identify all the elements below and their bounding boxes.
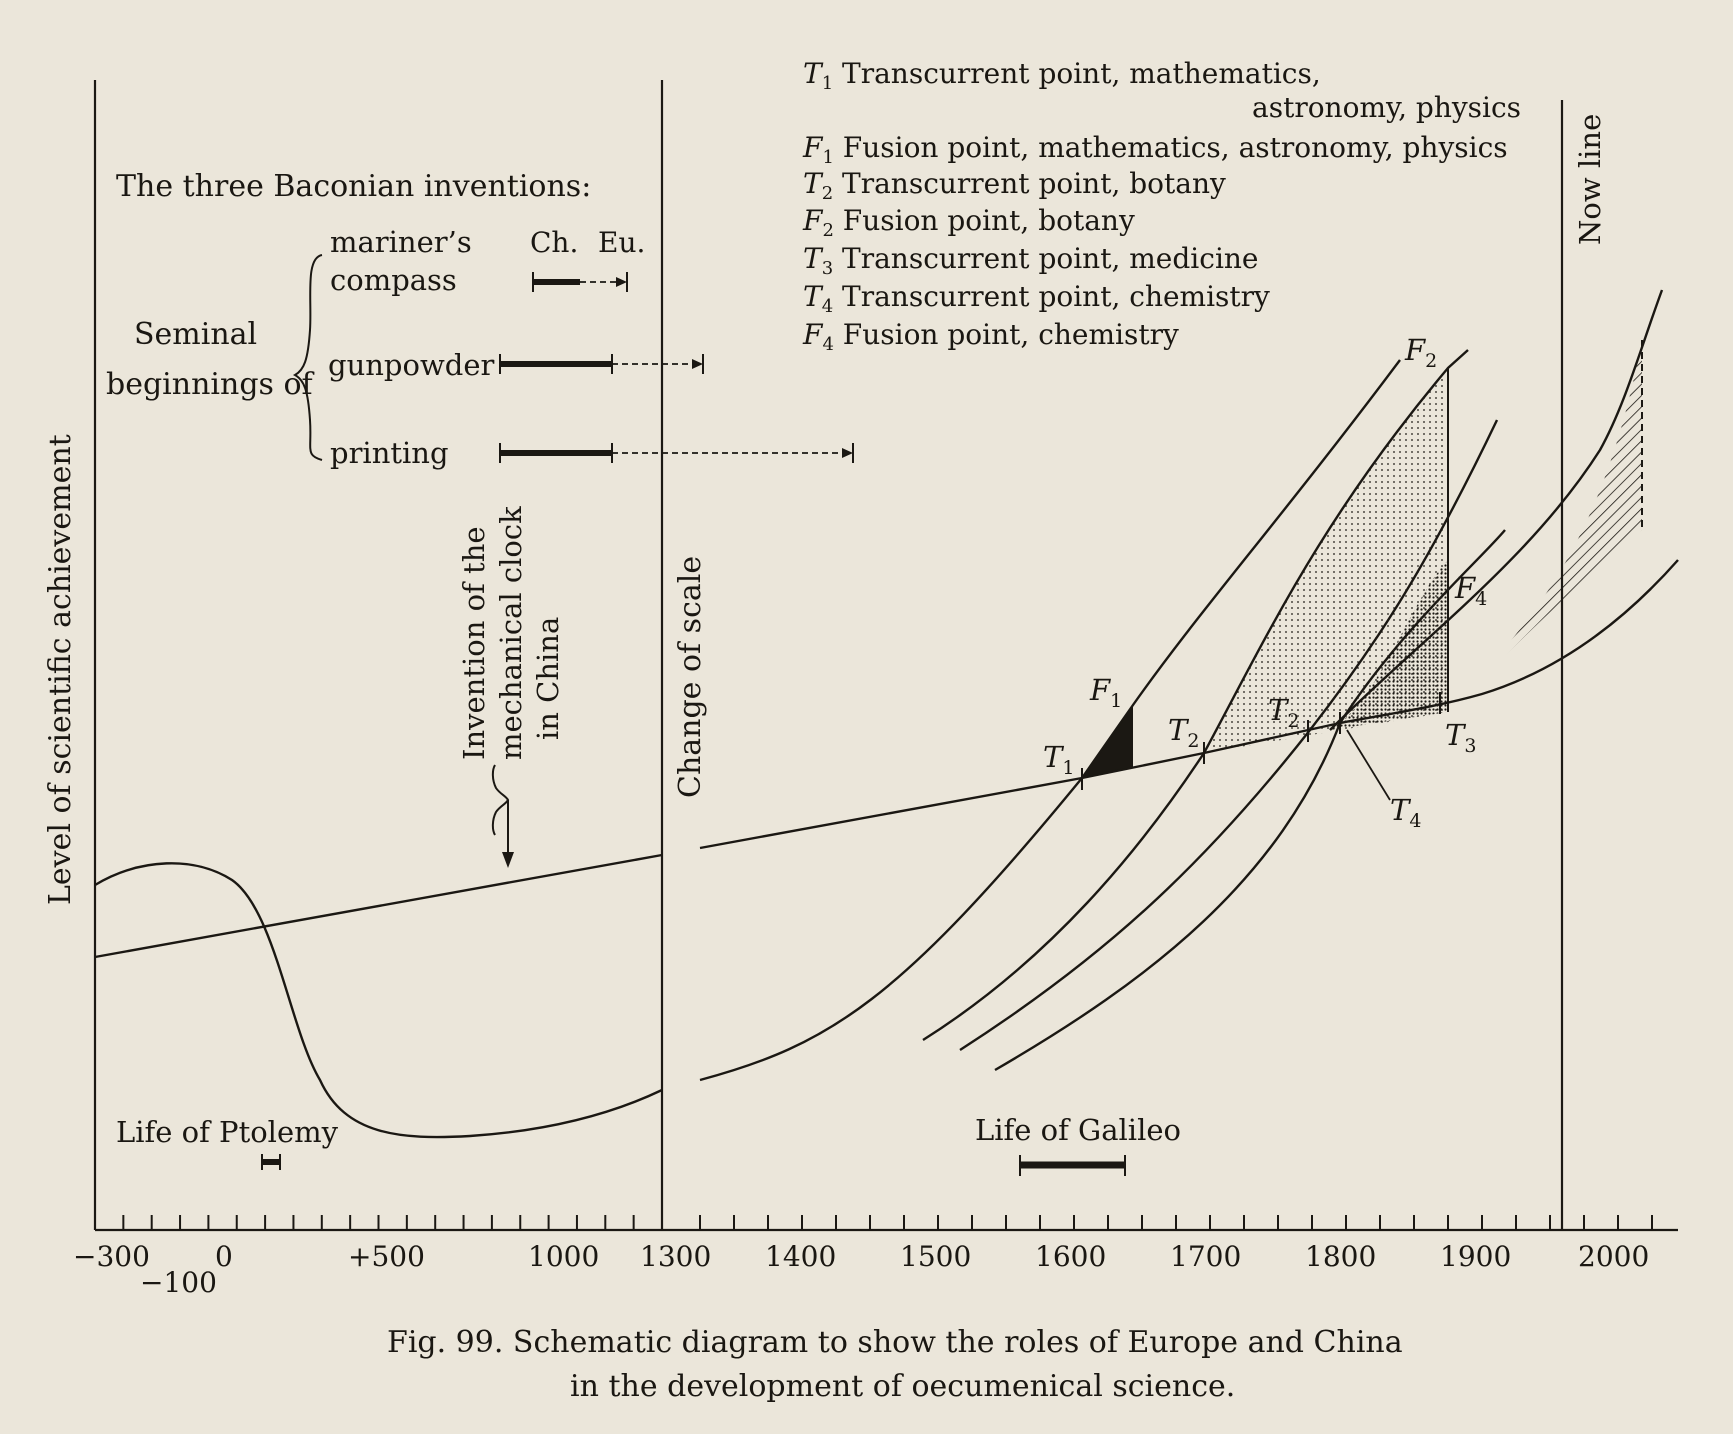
point-label-t1: T1: [1043, 740, 1074, 779]
t4-leader: [1346, 729, 1391, 801]
x-tick-label: 1600: [1035, 1240, 1106, 1273]
x-tick-label: 0: [215, 1240, 233, 1273]
point-label-t2a: T2: [1168, 713, 1199, 752]
galileo-lifespan-bar: [1019, 1155, 1126, 1176]
x-tick-label: 1900: [1440, 1240, 1511, 1273]
x-tick-label: +500: [348, 1240, 425, 1273]
point-label-t2b: T2: [1268, 693, 1299, 732]
compass-bar: [532, 272, 628, 292]
europe-column-label: Eu.: [598, 226, 645, 259]
seminal-label-line2: beginnings of: [106, 367, 315, 402]
x-tick-label: 1700: [1170, 1240, 1241, 1273]
europe-early-curve: [94, 862, 663, 1139]
x-tick-label: 1500: [900, 1240, 971, 1273]
clock-brace: [491, 764, 510, 836]
transcurrent-trend-line: [699, 559, 1679, 850]
x-tick-label: 1400: [765, 1240, 836, 1273]
europe-chemistry-curve: [994, 529, 1506, 1072]
compass-label-line1: mariner’s: [330, 225, 472, 259]
legend-entry: F4 Fusion point, chemistry: [802, 318, 1179, 355]
galileo-label: Life of Galileo: [975, 1113, 1181, 1147]
point-label-t4: T4: [1390, 793, 1421, 832]
legend-entry: T1 Transcurrent point, mathematics,: [803, 57, 1321, 94]
legend-entry: F1 Fusion point, mathematics, astronomy,…: [802, 131, 1508, 168]
caption-line2: in the development of oecumenical scienc…: [570, 1369, 1235, 1404]
y-axis-label: Level of scientific achievement: [43, 434, 78, 905]
europe-medicine-curve: [959, 419, 1499, 1052]
change-of-scale-label: Change of scale: [673, 556, 708, 798]
compass-label-line2: compass: [330, 263, 457, 297]
f4-chemistry-dense-dots-area: [1330, 560, 1448, 730]
tick-label-minus100: −100: [140, 1266, 217, 1299]
printing-bar: [499, 443, 854, 463]
china-column-label: Ch.: [530, 226, 578, 259]
seminal-label-line1: Seminal: [134, 317, 257, 352]
point-label-f1: F1: [1089, 673, 1122, 712]
clock-arrow-head: [502, 852, 514, 868]
now-hatched-area: [1448, 340, 1642, 712]
legend-entry: T3 Transcurrent point, medicine: [803, 242, 1259, 279]
inventions-heading: The three Baconian inventions:: [116, 169, 591, 204]
legend-entry: T2 Transcurrent point, botany: [803, 167, 1226, 204]
x-axis-ticks: [94, 1215, 1653, 1230]
point-label-f2: F2: [1404, 333, 1437, 372]
point-label-t3: T3: [1445, 718, 1476, 757]
x-tick-label: 1800: [1305, 1240, 1376, 1273]
gunpowder-bar: [499, 354, 704, 374]
x-tick-label: −300: [73, 1240, 150, 1273]
caption-line1: Fig. 99. Schematic diagram to show the r…: [387, 1325, 1403, 1360]
clock-label-line2: mechanical clock: [494, 506, 528, 760]
x-tick-label: 1000: [528, 1240, 599, 1273]
ptolemy-label: Life of Ptolemy: [116, 1115, 339, 1149]
x-tick-label: 2000: [1578, 1240, 1649, 1273]
clock-label-line1: Invention of the: [457, 526, 491, 760]
seminal-brace: [292, 254, 323, 461]
printing-label: printing: [330, 436, 449, 470]
x-tick-label: 1300: [640, 1240, 711, 1273]
legend-entry: astronomy, physics: [1252, 91, 1521, 124]
europe-now-curve: [1329, 289, 1664, 731]
point-labels: T1 T2 T2 T3 T4 F1 F2 F4: [1043, 333, 1487, 832]
clock-label-line3: in China: [531, 617, 565, 740]
legend-entry: F2 Fusion point, botany: [802, 204, 1135, 241]
ptolemy-lifespan-bar: [261, 1154, 281, 1170]
legend-entry: T4 Transcurrent point, chemistry: [803, 280, 1270, 317]
now-line-label: Now line: [1573, 114, 1607, 245]
gunpowder-label: gunpowder: [328, 348, 494, 382]
china-trend-line: [94, 853, 663, 959]
legend: T1 Transcurrent point, mathematics,astro…: [802, 57, 1521, 355]
x-axis-tick-labels: −300 0 +500 1000 1300 1400 1500 1600 1700 1800 190…: [73, 1240, 1649, 1273]
point-label-f4: F4: [1454, 571, 1487, 610]
